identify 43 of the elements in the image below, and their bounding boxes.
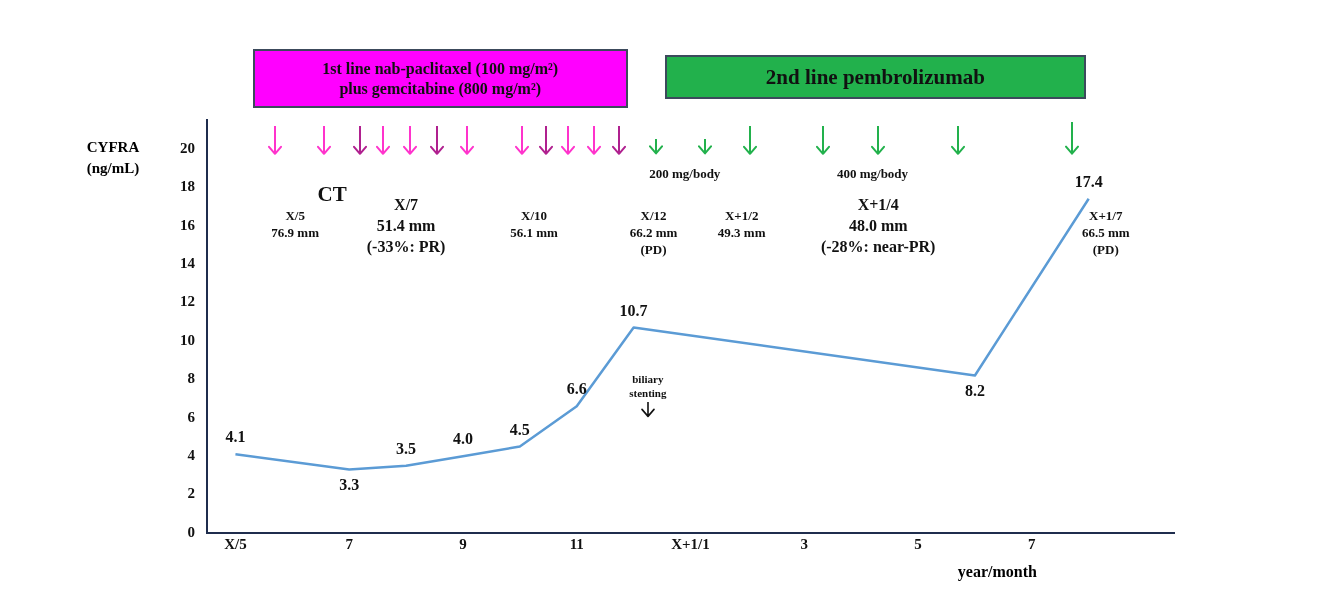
annotation: X+1/4 48.0 mm (-28%: near-PR) bbox=[820, 195, 936, 255]
annotation: X/7 51.4 mm (-33%: PR) bbox=[366, 195, 446, 255]
y-axis-title: CYFRA (ng/mL) bbox=[85, 138, 141, 178]
data-label: 8.2 bbox=[964, 381, 985, 399]
data-label: 17.4 bbox=[1074, 172, 1103, 190]
y-tick-label: 4 bbox=[187, 447, 196, 464]
text: 1st line nab-paclitaxel (100 mg/m²) plus gemcitabine (800 mg/m²) bbox=[252, 48, 628, 109]
y-tick-label: 8 bbox=[187, 370, 195, 387]
data-label: 10.7 bbox=[619, 301, 648, 319]
annotation: 400 mg/body bbox=[836, 166, 909, 182]
x-tick-label: 7 bbox=[345, 535, 354, 552]
x-tick-label: 9 bbox=[459, 535, 467, 552]
annotation: X/10 56.1 mm bbox=[510, 208, 558, 241]
annotation: X/12 66.2 mm (PD) bbox=[629, 208, 678, 258]
annotation: biliary stenting bbox=[629, 372, 667, 399]
data-label: 6.6 bbox=[566, 380, 587, 398]
x-tick-label: 5 bbox=[914, 535, 922, 552]
data-label: 4.1 bbox=[225, 428, 246, 446]
data-label: 3.3 bbox=[339, 475, 360, 493]
y-tick-label: 16 bbox=[180, 216, 196, 233]
x-tick-label: X/5 bbox=[224, 535, 247, 552]
y-tick-label: 20 bbox=[180, 139, 195, 156]
y-tick-label: 0 bbox=[187, 523, 195, 540]
x-tick-label: X+1/1 bbox=[671, 535, 710, 552]
y-tick-label: 10 bbox=[180, 331, 195, 348]
annotation: CT bbox=[317, 182, 347, 207]
x-axis-title: year/month bbox=[957, 563, 1037, 581]
y-tick-label: 18 bbox=[180, 178, 195, 195]
data-label: 4.5 bbox=[509, 420, 530, 438]
x-tick-label: 7 bbox=[1028, 535, 1037, 552]
y-tick-label: 2 bbox=[187, 485, 195, 502]
data-label: 3.5 bbox=[396, 439, 417, 457]
annotation: 200 mg/body bbox=[649, 166, 721, 182]
annotation: X+1/2 49.3 mm bbox=[717, 208, 766, 241]
x-tick-label: 3 bbox=[800, 535, 809, 552]
annotation: X+1/7 66.5 mm (PD) bbox=[1081, 208, 1130, 258]
data-label: 4.0 bbox=[452, 430, 473, 448]
y-tick-label: 12 bbox=[180, 293, 195, 310]
text: 2nd line pembrolizumab bbox=[664, 54, 1086, 99]
annotation: X/5 76.9 mm bbox=[271, 208, 319, 241]
y-tick-label: 6 bbox=[187, 408, 196, 425]
x-tick-label: 11 bbox=[569, 535, 584, 552]
y-tick-label: 14 bbox=[180, 254, 196, 271]
